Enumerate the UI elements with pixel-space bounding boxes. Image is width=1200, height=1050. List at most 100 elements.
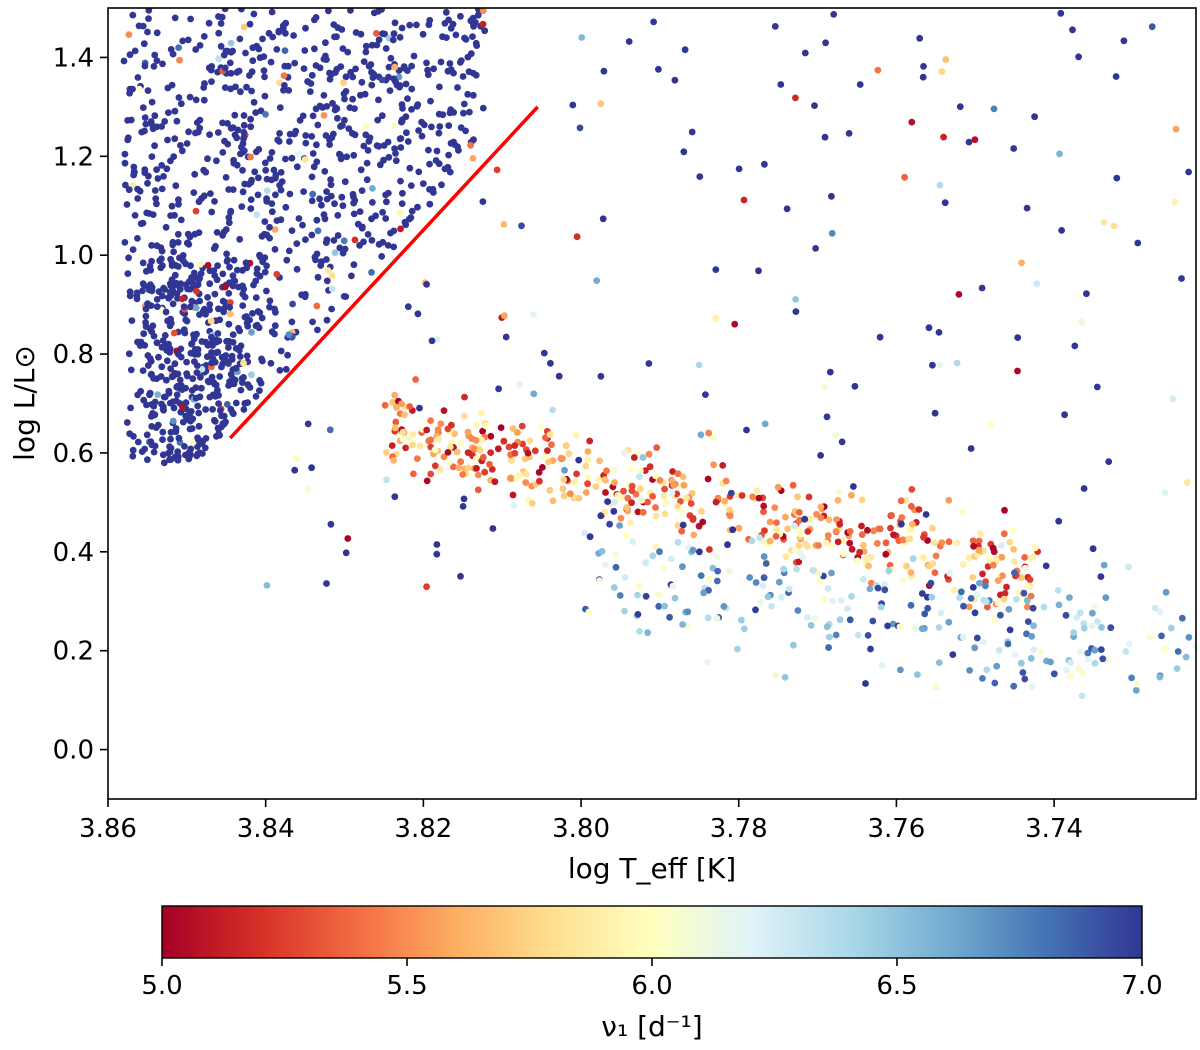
scatter-point — [489, 525, 497, 532]
scatter-point — [907, 601, 915, 609]
scatter-point — [243, 83, 250, 91]
scatter-point — [661, 510, 669, 518]
scatter-point — [548, 441, 555, 449]
scatter-point — [748, 537, 756, 545]
scatter-point — [464, 449, 472, 456]
scatter-point — [428, 123, 435, 131]
scatter-point — [374, 8, 382, 15]
scatter-point — [320, 211, 328, 219]
scatter-point — [712, 314, 720, 322]
scatter-point — [253, 265, 261, 273]
scatter-point — [824, 532, 832, 539]
scatter-point — [397, 144, 405, 151]
scatter-point — [402, 444, 409, 452]
scatter-point — [199, 308, 207, 315]
scatter-point — [179, 37, 187, 45]
scatter-point — [823, 623, 831, 631]
red-boundary-line — [228, 105, 539, 440]
scatter-point — [493, 166, 501, 174]
scatter-point — [641, 467, 649, 474]
scatter-point — [835, 488, 842, 496]
scatter-point — [240, 134, 248, 141]
scatter-point — [940, 133, 947, 141]
scatter-point — [272, 191, 279, 199]
scatter-point — [932, 683, 940, 691]
scatter-point — [266, 223, 273, 231]
scatter-point — [445, 122, 453, 129]
scatter-point — [261, 92, 269, 100]
scatter-point — [806, 515, 814, 523]
scatter-point — [248, 87, 256, 95]
scatter-point — [660, 564, 667, 572]
scatter-point — [593, 277, 601, 284]
scatter-point — [309, 112, 317, 120]
scatter-point — [270, 166, 278, 174]
scatter-point — [738, 616, 745, 624]
scatter-point — [280, 72, 288, 79]
scatter-point — [304, 420, 312, 428]
scatter-point — [347, 8, 354, 14]
scatter-point — [636, 485, 644, 493]
scatter-point — [1083, 290, 1090, 298]
scatter-point — [469, 14, 477, 22]
scatter-point — [225, 219, 233, 227]
scatter-point — [621, 449, 628, 457]
scatter-point — [268, 200, 276, 208]
scatter-point — [206, 131, 214, 139]
scatter-point — [899, 536, 907, 544]
scatter-point — [191, 346, 199, 353]
scatter-point — [423, 59, 430, 67]
scatter-point — [1080, 485, 1088, 492]
scatter-point — [1000, 530, 1008, 538]
scatter-point — [1091, 603, 1098, 611]
scatter-point — [185, 455, 193, 463]
scatter-point — [805, 493, 813, 501]
scatter-point — [771, 23, 779, 30]
scatter-point — [227, 39, 235, 47]
scatter-point — [959, 560, 967, 568]
scatter-point — [215, 305, 222, 313]
scatter-point — [227, 370, 235, 378]
scatter-point — [760, 502, 768, 510]
scatter-point — [1171, 198, 1179, 206]
scatter-point — [391, 493, 399, 501]
scatter-point — [398, 200, 406, 208]
scatter-point — [838, 438, 846, 446]
scatter-point — [918, 625, 926, 633]
scatter-point — [221, 8, 229, 13]
scatter-point — [965, 554, 973, 562]
scatter-point — [123, 419, 131, 426]
scatter-point — [263, 175, 271, 183]
scatter-point — [128, 317, 136, 324]
scatter-point — [145, 286, 153, 294]
scatter-point — [474, 486, 482, 494]
scatter-point — [419, 30, 427, 38]
scatter-point — [1024, 618, 1032, 625]
scatter-point — [259, 35, 266, 43]
scatter-point — [252, 393, 260, 400]
scatter-point — [994, 599, 1002, 607]
scatter-point — [385, 63, 393, 71]
scatter-point — [214, 330, 222, 337]
scatter-point — [220, 305, 228, 312]
scatter-point — [339, 202, 347, 210]
scatter-point — [187, 349, 195, 357]
scatter-point — [848, 545, 856, 553]
scatter-point — [931, 409, 939, 417]
scatter-point — [518, 222, 525, 230]
scatter-point — [383, 449, 390, 456]
scatter-point — [516, 381, 524, 388]
scatter-point — [634, 591, 641, 599]
scatter-point — [159, 292, 166, 300]
scatter-point — [379, 208, 386, 216]
scatter-point — [177, 408, 185, 416]
scatter-point — [252, 277, 260, 285]
scatter-point — [232, 365, 240, 372]
scatter-point — [364, 147, 372, 154]
scatter-point — [188, 340, 196, 347]
scatter-point — [352, 29, 360, 36]
scatter-point — [325, 8, 332, 15]
scatter-point — [414, 203, 421, 211]
scatter-point — [955, 291, 963, 298]
scatter-point — [323, 236, 331, 244]
